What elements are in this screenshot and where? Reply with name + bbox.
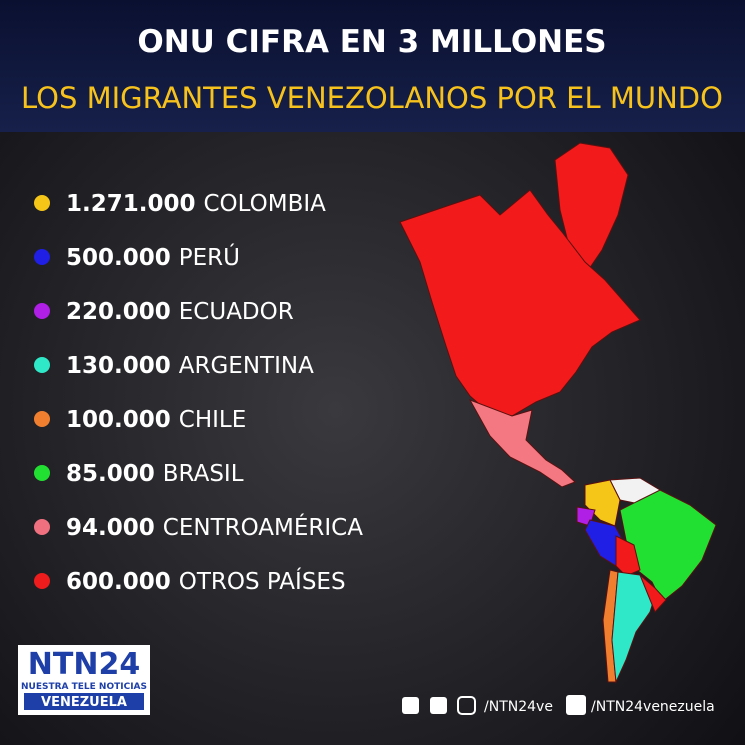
amount: 1.271.000 <box>66 191 196 217</box>
place: BRASIL <box>163 461 244 487</box>
social-bar: /NTN24ve /NTN24venezuela <box>402 695 715 715</box>
north-america <box>399 189 641 417</box>
greenland <box>554 142 629 276</box>
color-dot <box>34 249 50 265</box>
amount: 130.000 <box>66 353 171 379</box>
place: ARGENTINA <box>179 353 314 379</box>
logo-name: NTN24 <box>28 647 140 682</box>
list-item: 130.000 ARGENTINA <box>34 353 314 379</box>
amount: 100.000 <box>66 407 171 433</box>
subtitle: LOS MIGRANTES VENEZOLANOS POR EL MUNDO <box>21 81 723 115</box>
facebook-icon <box>430 697 447 714</box>
color-dot <box>34 195 50 211</box>
amount: 220.000 <box>66 299 171 325</box>
paraguay-uruguay <box>639 574 667 613</box>
amount: 600.000 <box>66 569 171 595</box>
migrant-list: 1.271.000 COLOMBIA 500.000 PERÚ 220.000 ECUAD… <box>34 191 363 595</box>
color-dot <box>34 357 50 373</box>
place: PERÚ <box>179 243 240 271</box>
color-dot <box>34 519 50 535</box>
header-band <box>0 0 745 132</box>
place: CENTROAMÉRICA <box>163 513 363 541</box>
youtube-handle: /NTN24venezuela <box>591 699 715 715</box>
list-item: 100.000 CHILE <box>34 407 246 433</box>
bolivia <box>615 535 641 577</box>
youtube-icon <box>566 695 586 715</box>
color-dot <box>34 303 50 319</box>
list-item: 600.000 OTROS PAÍSES <box>34 567 346 595</box>
logo: NTN24 NUESTRA TELE NOTICIAS VENEZUELA <box>18 645 150 715</box>
place: ECUADOR <box>179 299 294 325</box>
color-dot <box>34 573 50 589</box>
instagram-icon <box>457 696 476 715</box>
logo-region-band <box>24 693 144 710</box>
place: OTROS PAÍSES <box>179 567 346 595</box>
central-america <box>468 399 576 488</box>
amount: 500.000 <box>66 245 171 271</box>
twitter-icon <box>402 697 419 714</box>
map <box>399 142 717 684</box>
place: COLOMBIA <box>204 191 327 217</box>
title: ONU CIFRA EN 3 MILLONES <box>137 24 606 60</box>
list-item: 500.000 PERÚ <box>34 243 240 271</box>
color-dot <box>34 465 50 481</box>
place: CHILE <box>179 407 246 433</box>
list-item: 85.000 BRASIL <box>34 461 244 487</box>
brazil <box>619 489 717 603</box>
list-item: 94.000 CENTROAMÉRICA <box>34 513 363 541</box>
logo-region: VENEZUELA <box>41 695 127 710</box>
amount: 85.000 <box>66 461 155 487</box>
amount: 94.000 <box>66 515 155 541</box>
twitter-handle: /NTN24ve <box>484 699 553 715</box>
list-item: 1.271.000 COLOMBIA <box>34 191 326 217</box>
color-dot <box>34 411 50 427</box>
logo-tagline: NUESTRA TELE NOTICIAS <box>21 682 147 692</box>
list-item: 220.000 ECUADOR <box>34 299 294 325</box>
